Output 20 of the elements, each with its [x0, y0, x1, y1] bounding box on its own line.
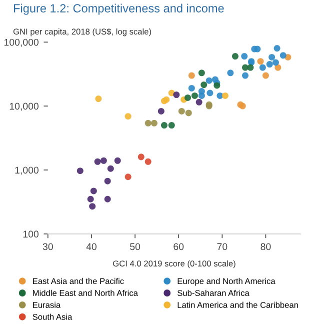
x-axis-title: GCI 4.0 2019 score (0-100 scale): [113, 260, 236, 268]
y-tick-label: 100: [23, 230, 39, 238]
x-tick-label: 50: [130, 243, 140, 250]
legend-label: East Asia and the Pacific: [33, 278, 124, 284]
legend-label: Latin America and the Caribbean: [178, 302, 298, 308]
legend-label: Middle East and North Africa: [33, 290, 138, 296]
y-tick-label: 100,000: [4, 38, 39, 47]
x-tick-label: 40: [86, 243, 97, 250]
x-tick-label: 30: [42, 243, 53, 250]
legend-label: Eurasia: [33, 302, 61, 308]
legend-label: South Asia: [32, 314, 72, 320]
chart-title: Figure 1.2: Competitiveness and income: [14, 4, 224, 15]
y-tick-label: 1,000: [15, 166, 39, 175]
x-tick-label: 80: [260, 243, 271, 250]
y-tick-label: 10,000: [10, 102, 39, 111]
legend-label: Sub-Saharan Africa: [178, 290, 250, 296]
x-tick-label: 60: [174, 243, 184, 250]
legend-label: Europe and North America: [178, 278, 276, 286]
y-axis-title: GNI per capita, 2018 (US$, log scale): [13, 28, 152, 36]
x-tick-label: 70: [217, 243, 228, 250]
